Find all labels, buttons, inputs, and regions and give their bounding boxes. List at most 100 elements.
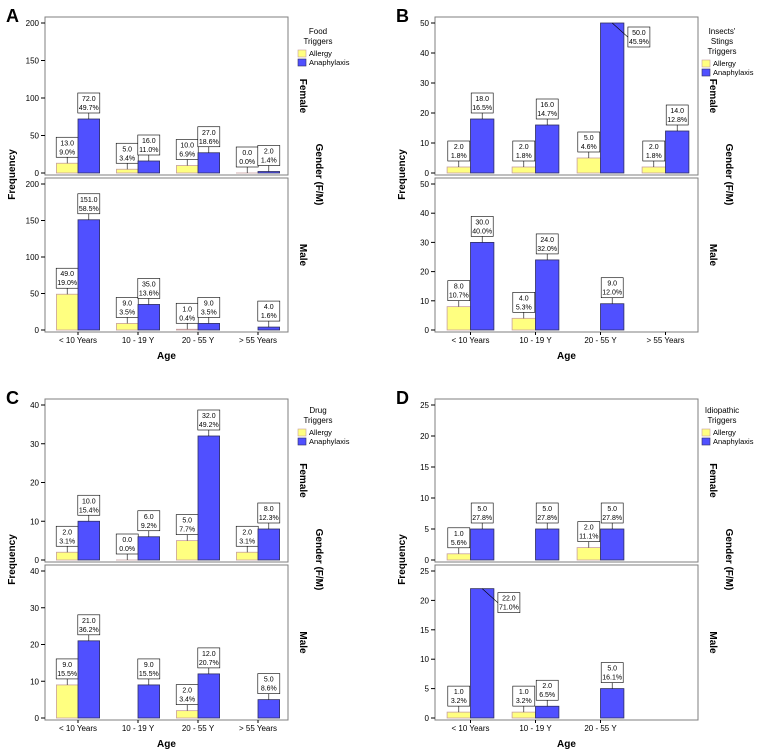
y-tick-label: 10 [420,655,429,664]
data-label-box [512,685,536,707]
data-label-percent: 0.0% [239,159,255,166]
data-label-count: 16.0 [142,138,156,145]
panel-letter: B [396,6,409,26]
y-tick-label: 10 [30,517,39,526]
bar-anaphylaxis-2 [197,152,221,174]
data-label-count: 2.0 [649,144,659,151]
data-label-box [137,658,161,680]
data-label-box [137,278,161,299]
bar-anaphylaxis-1 [535,124,560,174]
legend-swatch-allergy [701,428,711,437]
data-label-box [77,494,101,516]
data-label-percent: 15.5% [57,671,77,678]
y-tick-label: 50 [30,290,39,299]
bar-anaphylaxis-0 [470,241,495,331]
data-label-box [257,300,281,322]
data-label-count: 21.0 [82,618,96,625]
y-tick-label: 15 [420,463,429,472]
data-label-box [447,527,471,549]
data-label-box [197,126,221,148]
data-label-count: 1.0 [454,689,464,696]
bar-anaphylaxis-1 [137,160,161,174]
x-tick-label: > 55 Years [646,336,684,345]
data-label-percent: 8.6% [261,686,277,693]
facet-group-label: Gender (F/M) [723,144,734,206]
bar-allergy-0 [446,306,471,331]
facet-label-female: Female [297,79,308,114]
y-tick-label: 10 [420,139,429,148]
bar-anaphylaxis-1 [137,536,161,561]
y-tick-label: 0 [35,714,40,723]
bar-anaphylaxis-0 [77,520,101,561]
data-label-count: 27.0 [202,130,216,137]
bar-allergy-1 [116,168,139,174]
data-label-box [470,502,494,524]
y-tick-label: 200 [26,19,40,28]
data-label-count: 151.0 [80,197,98,204]
data-label-count: 8.0 [454,284,464,291]
data-label-percent: 5.6% [451,540,467,547]
data-label-box [197,647,221,669]
data-label-percent: 1.8% [646,153,662,160]
data-label-box [535,502,559,524]
facet-frame [44,177,289,333]
y-tick-label: 20 [30,641,39,650]
legend-label-allergy: Allergy [713,428,736,437]
x-tick-label: 10 - 19 Y [122,724,155,733]
legend-label-anaphylaxis: Anaphylaxis [713,437,754,446]
y-tick-label: 0 [425,169,430,178]
data-label-percent: 11.0% [139,147,158,154]
data-label-percent: 27.8% [537,515,557,522]
data-label-count: 2.0 [454,144,464,151]
data-label-box [512,292,536,313]
data-label-percent: 14.7% [537,111,557,118]
facet-male: 0 5 10 15 20 25 Male 1.0 3.2% 1.0 3.2% 22.0 71.0% 2.0… [420,564,718,723]
data-label-percent: 12.3% [259,515,279,522]
x-tick-label: 10 - 19 Y [519,724,552,733]
legend-label-anaphylaxis: Anaphylaxis [713,68,754,77]
bar-allergy-0 [56,293,79,331]
data-label-percent: 0.4% [179,315,195,322]
legend-swatch-anaphylaxis [297,437,307,446]
data-label-box [600,277,624,299]
bar-allergy-3 [235,551,259,561]
bar-allergy-0 [56,551,79,561]
data-label-percent: 12.8% [667,117,687,124]
y-tick-label: 150 [26,217,40,226]
y-tick-label: 5 [425,685,430,694]
data-label-box [627,26,651,48]
y-axis-label: Frequency [7,149,18,200]
y-tick-label: 5 [425,525,430,534]
data-label-count: 5.0 [122,146,132,153]
facet-frame [434,564,699,721]
bar-anaphylaxis-1 [535,705,560,719]
x-tick-label: < 10 Years [451,336,489,345]
data-label-percent: 9.2% [141,523,157,530]
data-label-box [77,92,101,114]
x-tick-label: 20 - 55 Y [584,336,617,345]
data-label-count: 18.0 [475,96,489,103]
bar-anaphylaxis-2 [600,528,625,561]
data-label-percent: 20.7% [199,660,219,667]
data-label-percent: 3.1% [239,538,255,545]
bar-allergy-2 [175,165,199,174]
data-label-percent: 6.5% [539,692,555,699]
y-tick-label: 50 [420,19,429,28]
bar-anaphylaxis-2 [600,22,625,174]
y-axis-label: Frequency [7,534,18,585]
bar-allergy-0 [446,166,471,174]
facet-male: 0 10 20 30 40 Male 9.0 15.5% 2.0 3.4% 21.0 36.2% 9.0… [30,564,308,723]
data-label-percent: 3.4% [179,697,195,704]
data-label-count: 5.0 [607,506,617,513]
y-tick-label: 100 [26,253,40,262]
data-label-count: 35.0 [142,281,156,288]
facet-group-label: Gender (F/M) [723,529,734,591]
data-label-percent: 27.8% [472,515,492,522]
facet-frame [434,16,699,176]
data-label-count: 10.0 [82,498,96,505]
bar-anaphylaxis-2 [600,688,625,719]
data-label-count: 9.0 [62,662,72,669]
data-label-count: 5.0 [542,506,552,513]
legend-title: Idiopathic [705,406,739,415]
